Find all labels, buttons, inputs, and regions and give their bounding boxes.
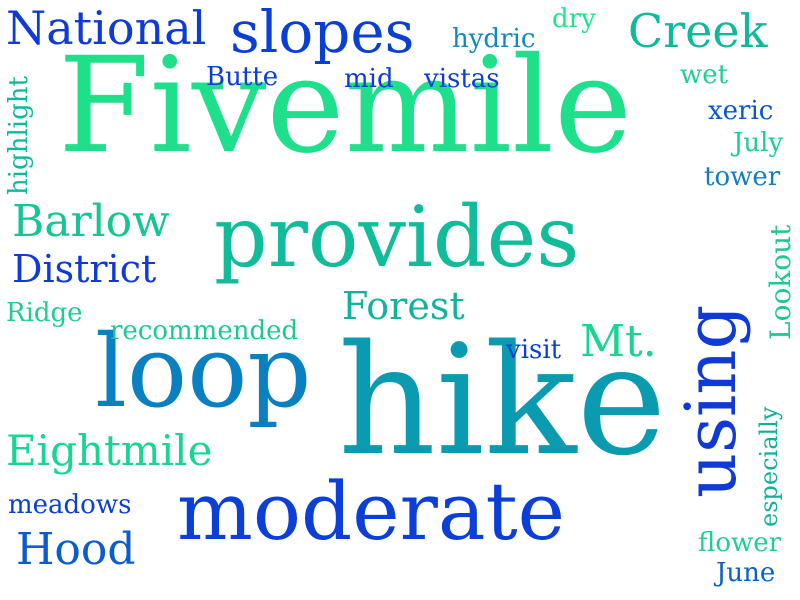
word-mid: mid <box>344 64 394 94</box>
word-july: July <box>733 128 784 158</box>
word-moderate: moderate <box>177 465 566 558</box>
word-creek: Creek <box>628 4 768 58</box>
word-slopes: slopes <box>230 0 415 66</box>
word-meadows: meadows <box>8 490 132 520</box>
word-district: District <box>12 247 157 291</box>
word-mt: Mt. <box>580 316 657 367</box>
word-national: National <box>6 1 207 55</box>
word-tower: tower <box>704 162 781 192</box>
word-dry: dry <box>552 4 596 34</box>
word-butte: Butte <box>206 62 279 92</box>
word-hike: hike <box>338 312 667 489</box>
word-barlow: Barlow <box>12 196 170 247</box>
word-eightmile: Eightmile <box>6 426 213 475</box>
word-hood: Hood <box>16 524 136 575</box>
word-lookout: Lookout <box>764 224 797 340</box>
word-ridge: Ridge <box>6 298 83 328</box>
word-highlight: highlight <box>4 76 34 195</box>
word-loop: loop <box>95 313 312 430</box>
word-recommended: recommended <box>110 316 299 346</box>
word-fivemile: Fivemile <box>58 29 633 183</box>
word-flower: flower <box>698 528 782 558</box>
word-vistas: vistas <box>424 64 500 94</box>
word-visit: visit <box>506 335 562 365</box>
word-forest: Forest <box>342 284 465 328</box>
word-xeric: xeric <box>708 96 774 126</box>
word-wet: wet <box>680 60 729 90</box>
word-provides: provides <box>214 188 580 286</box>
word-using: using <box>670 304 752 498</box>
word-especially: especially <box>755 406 783 527</box>
word-hydric: hydric <box>452 24 536 54</box>
word-june: June <box>716 558 776 588</box>
